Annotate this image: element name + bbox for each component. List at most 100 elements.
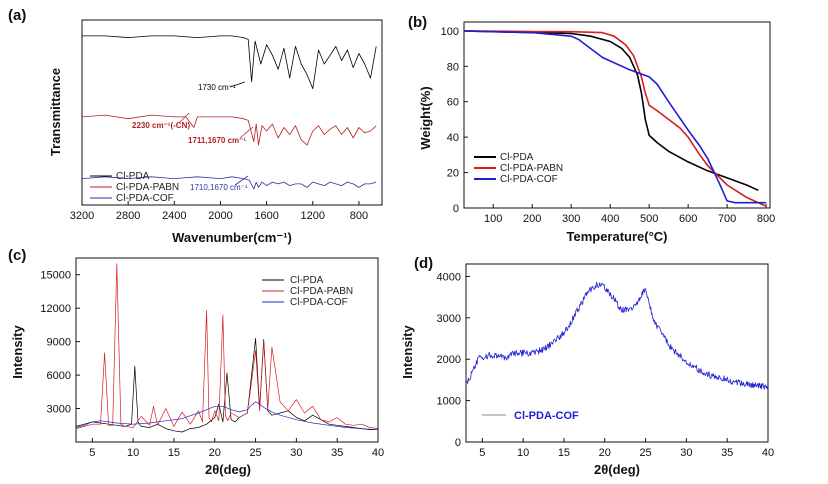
panel-b-x-tick-label-800: 800 — [757, 213, 775, 225]
panel-b: (b) 100 200 300 400 500 600 700 800020406080100… — [408, 14, 775, 244]
panel-a-x-axis-label: Wavenumber(cm⁻¹) — [172, 230, 292, 245]
panel-d-y-tick-label-3000: 3000 — [437, 313, 461, 325]
panel-a: (a) 3200 2800 2400 2000 1600 1200 800 Wavenumb… — [8, 7, 383, 245]
panel-c-y-axis-label: Intensity — [10, 325, 25, 379]
panel-c-y-tick-label-9000: 9000 — [47, 337, 71, 349]
panel-b-y-tick-label-60: 60 — [447, 97, 459, 109]
panel-a-label: (a) — [8, 7, 26, 24]
panel-d-x-tick-label-20: 20 — [599, 447, 611, 459]
panel-d-x-tick-label-35: 35 — [721, 447, 733, 459]
annotation-1710: 1710,1670 cm⁻¹ — [190, 183, 248, 192]
legend-b-cl-pda: Cl-PDA — [500, 152, 534, 163]
panel-b-y-tick-label-80: 80 — [447, 61, 459, 73]
panel-d-x-tick-label-10: 10 — [517, 447, 529, 459]
panel-b-y-tick-label-0: 0 — [453, 203, 459, 215]
panel-a-legend: Cl-PDA Cl-PDA-PABN Cl-PDA-COF — [90, 171, 179, 204]
panel-c-x-tick-label-30: 30 — [290, 447, 302, 459]
panel-b-series-cl-pda — [463, 30, 759, 192]
panel-c-y-tick-label-6000: 6000 — [47, 370, 71, 382]
panel-c-frame — [75, 257, 379, 443]
panel-d-y-tick-label-0: 0 — [455, 437, 461, 449]
panel-c-series-cl-pda-cof — [75, 401, 379, 431]
panel-a-x-tick-label-1200: 1200 — [301, 210, 325, 222]
panel-b-legend: Cl-PDA Cl-PDA-PABN Cl-PDA-COF — [474, 152, 563, 185]
panel-b-x-tick-label-300: 300 — [562, 213, 580, 225]
panel-b-x-tick-label-400: 400 — [601, 213, 619, 225]
panel-c-legend: Cl-PDA Cl-PDA-PABN Cl-PDA-COF — [262, 275, 353, 308]
panel-c-y-tick-label-15000: 15000 — [40, 270, 71, 282]
annotation-1730: 1730 cm⁻¹ — [198, 83, 236, 92]
panel-a-x-tick-label-2800: 2800 — [116, 210, 140, 222]
annotation-1711: 1711,1670 cm⁻¹ — [188, 136, 246, 145]
panel-d-x-tick-label-5: 5 — [479, 447, 485, 459]
panel-a-annotations: 1730 cm⁻¹ 2230 cm⁻¹(-CN) 1711,1670 cm⁻¹ … — [132, 81, 254, 192]
panel-b-x-tick-label-600: 600 — [679, 213, 697, 225]
panel-c-x-tick-label-40: 40 — [372, 447, 384, 459]
panel-c-x-tick-label-25: 25 — [249, 447, 261, 459]
panel-d-x-tick-label-15: 15 — [558, 447, 570, 459]
legend-a-cl-pda: Cl-PDA — [116, 171, 150, 182]
legend-c-cl-pda: Cl-PDA — [290, 275, 324, 286]
panel-c-x-axis-label: 2θ(deg) — [205, 462, 251, 477]
panel-c-series — [75, 263, 379, 433]
legend-a-cl-pda-cof: Cl-PDA-COF — [116, 193, 174, 204]
panel-c-x-tick-label-10: 10 — [127, 447, 139, 459]
panel-d-y-tick-label-4000: 4000 — [437, 271, 461, 283]
panel-b-label: (b) — [408, 14, 427, 31]
annotation-1711-arrow — [239, 126, 254, 139]
panel-c-ticks: 5 10 15 20 25 30 35 40 3000 6000 9000 12000 15000 — [40, 270, 384, 459]
panel-c-series-cl-pda — [75, 337, 378, 433]
panel-b-y-tick-label-40: 40 — [447, 132, 459, 144]
panel-b-y-tick-label-100: 100 — [441, 26, 459, 38]
panel-b-y-tick-label-20: 20 — [447, 168, 459, 180]
panel-d-series-cl-pda-cof — [465, 281, 769, 390]
panel-c-label: (c) — [8, 247, 26, 264]
legend-b-cl-pda-pabn: Cl-PDA-PABN — [500, 163, 563, 174]
legend-d-cl-pda-cof: Cl-PDA-COF — [514, 410, 579, 422]
panel-a-series-cl-pda-cof — [81, 176, 377, 190]
panel-c-series-cl-pda-pabn — [75, 263, 379, 429]
panel-d-y-axis-label: Intensity — [400, 325, 415, 379]
panel-d-y-tick-label-2000: 2000 — [437, 354, 461, 366]
panel-b-y-axis-label: Weight(%) — [418, 86, 433, 149]
annotation-1710-arrow — [234, 175, 249, 186]
panel-b-x-tick-label-100: 100 — [484, 213, 502, 225]
legend-a-cl-pda-pabn: Cl-PDA-PABN — [116, 182, 179, 193]
panel-c-x-tick-label-35: 35 — [331, 447, 343, 459]
panel-c-y-tick-label-12000: 12000 — [40, 303, 71, 315]
panel-d-x-tick-label-30: 30 — [680, 447, 692, 459]
panel-d-legend: Cl-PDA-COF — [482, 410, 579, 422]
panel-d-label: (d) — [414, 255, 433, 272]
legend-b-cl-pda-cof: Cl-PDA-COF — [500, 174, 558, 185]
panel-d-frame — [465, 263, 769, 443]
panel-d-series — [465, 281, 769, 390]
panel-a-x-ticks: 3200 2800 2400 2000 1600 1200 800 — [70, 201, 368, 222]
annotation-2230-arrow — [179, 112, 190, 123]
panel-b-series-cl-pda-cof — [463, 30, 767, 204]
panel-b-x-tick-label-500: 500 — [640, 213, 658, 225]
panel-a-series-cl-pda-pabn — [81, 114, 377, 146]
panel-d-x-tick-label-25: 25 — [639, 447, 651, 459]
annotation-1730-arrow — [229, 81, 246, 88]
panel-a-x-tick-label-3200: 3200 — [70, 210, 94, 222]
panel-d-x-axis-label: 2θ(deg) — [594, 462, 640, 477]
panel-c-y-tick-label-3000: 3000 — [47, 404, 71, 416]
panel-b-frame — [463, 21, 771, 209]
panel-a-series — [81, 35, 377, 190]
panel-a-x-tick-label-800: 800 — [350, 210, 368, 222]
panel-a-x-tick-label-2400: 2400 — [162, 210, 186, 222]
panel-a-frame — [81, 19, 383, 206]
panel-c: (c) 5 10 15 20 25 30 35 40 3000 6000 9000 12000 1500… — [8, 247, 384, 477]
legend-c-cl-pda-cof: Cl-PDA-COF — [290, 297, 348, 308]
annotation-2230: 2230 cm⁻¹(-CN) — [132, 121, 190, 130]
panel-c-x-tick-label-5: 5 — [89, 447, 95, 459]
panel-a-x-tick-label-2000: 2000 — [208, 210, 232, 222]
panel-b-ticks: 100 200 300 400 500 600 700 800 0 20 40 60 80 100 — [441, 26, 776, 225]
panel-b-x-tick-label-700: 700 — [718, 213, 736, 225]
panel-b-series — [463, 30, 767, 207]
panel-b-series-cl-pda-pabn — [463, 30, 767, 207]
panel-c-x-tick-label-15: 15 — [168, 447, 180, 459]
panel-d-y-tick-label-1000: 1000 — [437, 396, 461, 408]
panel-d-ticks: 5 10 15 20 25 30 35 40 0 1000 2000 3000 4000 — [437, 271, 775, 459]
panel-d-x-tick-label-40: 40 — [762, 447, 774, 459]
